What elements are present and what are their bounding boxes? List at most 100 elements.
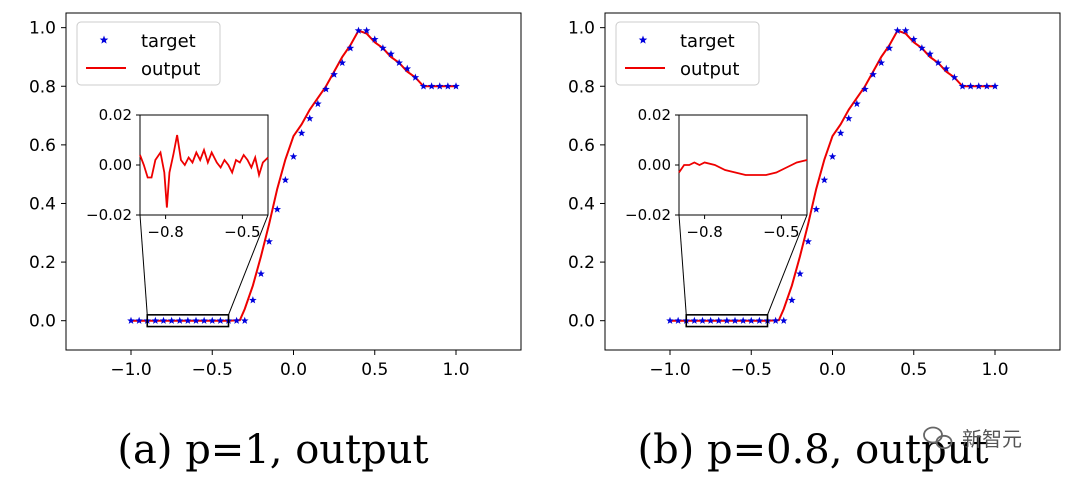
target-point [723,316,731,324]
zoom-box [146,314,230,328]
target-point [184,316,192,324]
target-point [435,82,444,90]
target-point [991,82,999,90]
inset-axes: −0.8 −0.5 0.02 0.00 −0.02 [625,106,808,241]
target-point [151,316,160,324]
target-point [812,205,821,213]
target-point [305,114,314,122]
zoom-connector [228,214,269,316]
target-point [690,316,699,324]
legend: target output [76,21,221,86]
target-point [175,316,184,324]
caption-a: (a) p=1, output [117,427,428,473]
axes-frame [65,12,522,351]
target-point [966,82,975,90]
legend-frame [615,21,760,86]
target-point [877,58,886,67]
zoom-connector [139,214,148,315]
target-point [747,316,756,324]
target-point [200,316,208,324]
target-point [427,82,436,90]
x-tick-label: −0.5 [192,360,233,380]
y-tick-label: 0.2 [29,253,56,273]
legend-frame [76,21,221,86]
y-tick-label: 0.0 [568,312,595,332]
inset-y-tick-label: 0.02 [99,106,132,124]
target-point [828,152,837,160]
target-point [788,296,796,304]
target-point [739,316,747,324]
target-point [444,82,452,90]
target-point [861,85,869,93]
inset-axes: −0.8 −0.5 0.02 0.00 −0.02 [86,106,269,241]
watermark: 新智元 [923,426,1022,451]
target-point [379,44,387,52]
target-point [249,296,257,304]
target-point [820,176,829,184]
target-point [330,70,338,78]
inset-y-tick-label: −0.02 [86,206,132,224]
zoom-connector [767,214,808,316]
target-point [208,316,217,324]
axes-frame [604,12,1061,351]
x-tick-label: 0.0 [819,360,846,380]
x-tick-label: −1.0 [110,360,151,380]
inset-output-line [678,159,808,176]
target-point [362,26,371,34]
caption-b: (b) p=0.8, output [637,427,988,473]
x-tick-label: 1.0 [981,360,1008,380]
target-point [714,316,723,324]
target-point [836,129,845,137]
target-point [950,73,959,81]
target-point [281,176,290,184]
target-point [192,316,200,324]
target-point [885,44,894,52]
legend-target-marker [638,35,648,44]
zoom-box [685,314,769,328]
y-tick-label: 0.2 [568,253,595,273]
target-point [395,58,403,67]
target-point [942,64,951,72]
target-point [901,26,910,34]
target-point [934,58,942,67]
target-point [354,26,363,34]
target-point [232,316,241,324]
target-point [958,82,967,90]
watermark-text: 新智元 [962,427,1022,451]
panel-a: −1.0 −0.5 0.0 0.5 1.00.00.20.40.60.81.0−0.8−… [29,12,522,380]
inset-y-tick-label: 0.02 [638,106,671,124]
target-point [706,316,715,324]
y-tick-label: 0.6 [29,136,56,156]
y-tick-label: 0.8 [29,77,56,97]
x-tick-label: 0.0 [280,360,307,380]
target-point [779,316,788,324]
target-point [926,50,934,58]
target-point [869,70,877,78]
target-point [974,82,983,90]
x-tick-label: 1.0 [442,360,469,380]
target-point [167,316,176,324]
target-point [844,114,853,122]
y-tick-label: 0.6 [568,136,595,156]
output-line [670,29,995,322]
inset-x-tick-label: −0.8 [147,223,183,241]
y-tick-label: 1.0 [568,19,595,39]
legend-target-marker [99,35,109,44]
target-point [216,316,225,324]
inset-output-line [139,134,269,208]
output-line [131,29,456,322]
inset-y-tick-label: −0.02 [625,206,671,224]
target-point [411,73,420,81]
target-point [159,316,168,324]
inset-x-tick-label: −0.5 [224,223,260,241]
legend-target-label: target [141,31,196,52]
target-point [265,237,273,245]
target-point [698,316,707,324]
y-tick-label: 0.4 [568,194,595,214]
target-point [796,269,804,278]
target-point [297,129,306,137]
x-tick-label: −1.0 [649,360,690,380]
inset-x-tick-label: −0.5 [763,223,799,241]
inset-x-tick-label: −0.8 [686,223,722,241]
